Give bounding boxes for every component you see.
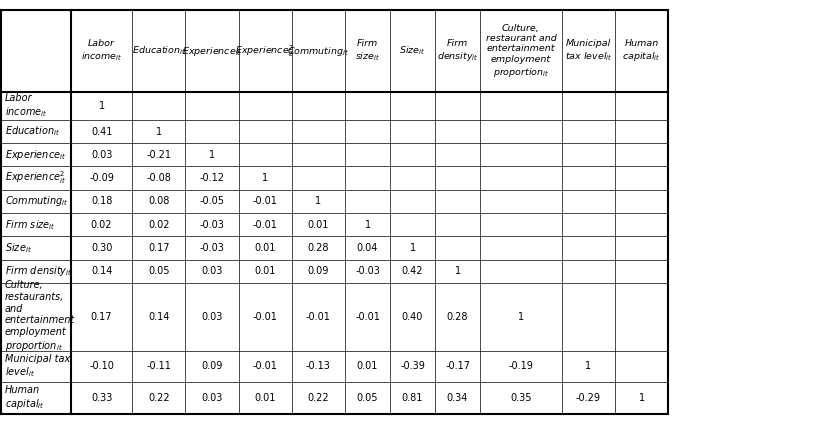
Text: -0.01: -0.01 — [253, 220, 277, 230]
Text: 1: 1 — [365, 220, 370, 230]
Text: -0.08: -0.08 — [146, 173, 172, 183]
Text: 1: 1 — [639, 393, 644, 403]
Text: 0.03: 0.03 — [91, 150, 112, 160]
Text: 0.28: 0.28 — [308, 243, 329, 253]
Text: -0.13: -0.13 — [306, 361, 331, 371]
Text: 0.35: 0.35 — [510, 393, 532, 403]
Text: 0.02: 0.02 — [148, 220, 170, 230]
Text: 0.30: 0.30 — [91, 243, 112, 253]
Text: 0.03: 0.03 — [201, 393, 222, 403]
Text: Labor
income$_{it}$: Labor income$_{it}$ — [5, 93, 48, 119]
Text: Labor
income$_{it}$: Labor income$_{it}$ — [80, 40, 122, 63]
Text: 0.14: 0.14 — [91, 266, 112, 276]
Text: -0.03: -0.03 — [200, 220, 224, 230]
Text: 0.09: 0.09 — [308, 266, 329, 276]
Text: 1: 1 — [455, 266, 461, 276]
Text: Culture,
restaurant and
entertainment
employment
proportion$_{it}$: Culture, restaurant and entertainment em… — [485, 23, 557, 79]
Text: Experience$_{it}^{2}$: Experience$_{it}^{2}$ — [236, 43, 295, 59]
Text: 0.05: 0.05 — [357, 393, 378, 403]
Text: Commuting$_{it}$: Commuting$_{it}$ — [287, 45, 350, 58]
Text: 1: 1 — [315, 196, 322, 206]
Text: Municipal
tax level$_{it}$: Municipal tax level$_{it}$ — [565, 40, 612, 63]
Text: 0.09: 0.09 — [201, 361, 222, 371]
Text: Experience$_{it}$: Experience$_{it}$ — [5, 148, 66, 162]
Text: 0.01: 0.01 — [255, 243, 276, 253]
Text: Firm density$_{it}$: Firm density$_{it}$ — [5, 264, 72, 278]
Text: -0.17: -0.17 — [445, 361, 470, 371]
Text: -0.01: -0.01 — [253, 196, 277, 206]
Text: 0.33: 0.33 — [91, 393, 112, 403]
Text: 0.22: 0.22 — [148, 393, 170, 403]
Text: 1: 1 — [99, 101, 105, 111]
Text: 1: 1 — [262, 173, 268, 183]
Text: 1: 1 — [410, 243, 415, 253]
Text: 1: 1 — [156, 127, 162, 136]
Text: Experience$_{it}$: Experience$_{it}$ — [182, 45, 242, 58]
Text: Firm size$_{it}$: Firm size$_{it}$ — [5, 218, 55, 232]
Text: Size$_{it}$: Size$_{it}$ — [5, 241, 31, 255]
Text: 0.17: 0.17 — [91, 312, 112, 322]
Text: 0.34: 0.34 — [447, 393, 468, 403]
Text: -0.05: -0.05 — [200, 196, 225, 206]
Text: 0.02: 0.02 — [91, 220, 112, 230]
Text: Education$_{it}$: Education$_{it}$ — [132, 45, 186, 58]
Text: Firm
density$_{it}$: Firm density$_{it}$ — [437, 39, 479, 63]
Text: 0.40: 0.40 — [401, 312, 424, 322]
Text: 0.81: 0.81 — [401, 393, 424, 403]
Text: -0.39: -0.39 — [400, 361, 425, 371]
Text: -0.21: -0.21 — [146, 150, 172, 160]
Text: -0.11: -0.11 — [146, 361, 172, 371]
Text: -0.12: -0.12 — [200, 173, 225, 183]
Text: -0.03: -0.03 — [355, 266, 380, 276]
Text: -0.10: -0.10 — [89, 361, 114, 371]
Text: Size$_{it}$: Size$_{it}$ — [400, 45, 425, 58]
Text: 1: 1 — [209, 150, 215, 160]
Text: 0.17: 0.17 — [148, 243, 170, 253]
Text: 0.01: 0.01 — [308, 220, 329, 230]
Text: Human
capital$_{it}$: Human capital$_{it}$ — [622, 39, 661, 63]
Text: -0.03: -0.03 — [200, 243, 224, 253]
Text: 0.18: 0.18 — [91, 196, 112, 206]
Text: 0.01: 0.01 — [357, 361, 378, 371]
Text: 0.14: 0.14 — [149, 312, 170, 322]
Text: 0.03: 0.03 — [201, 312, 222, 322]
Text: -0.29: -0.29 — [576, 393, 601, 403]
Text: 1: 1 — [585, 361, 591, 371]
Text: 0.01: 0.01 — [255, 266, 276, 276]
Text: Education$_{it}$: Education$_{it}$ — [5, 125, 60, 138]
Text: Commuting$_{it}$: Commuting$_{it}$ — [5, 194, 68, 208]
Text: -0.09: -0.09 — [89, 173, 114, 183]
Text: 0.41: 0.41 — [91, 127, 112, 136]
Text: -0.01: -0.01 — [355, 312, 380, 322]
Text: -0.01: -0.01 — [306, 312, 331, 322]
Text: Experience$_{it}^{2}$: Experience$_{it}^{2}$ — [5, 170, 66, 187]
Text: -0.01: -0.01 — [253, 312, 277, 322]
Text: 0.03: 0.03 — [201, 266, 222, 276]
Text: -0.01: -0.01 — [253, 361, 277, 371]
Text: 0.08: 0.08 — [149, 196, 170, 206]
Text: -0.19: -0.19 — [508, 361, 534, 371]
Text: Municipal tax
level$_{it}$: Municipal tax level$_{it}$ — [5, 354, 70, 379]
Text: 0.04: 0.04 — [357, 243, 378, 253]
Text: Firm
size$_{it}$: Firm size$_{it}$ — [355, 40, 380, 63]
Text: 0.28: 0.28 — [447, 312, 468, 322]
Text: 1: 1 — [518, 312, 524, 322]
Text: 0.42: 0.42 — [401, 266, 424, 276]
Text: 0.22: 0.22 — [308, 393, 329, 403]
Text: Human
capital$_{it}$: Human capital$_{it}$ — [5, 385, 44, 411]
Text: 0.01: 0.01 — [255, 393, 276, 403]
Text: 0.05: 0.05 — [148, 266, 170, 276]
Text: Culture,
restaurants,
and
entertainment
employment
proportion$_{it}$: Culture, restaurants, and entertainment … — [5, 280, 75, 353]
